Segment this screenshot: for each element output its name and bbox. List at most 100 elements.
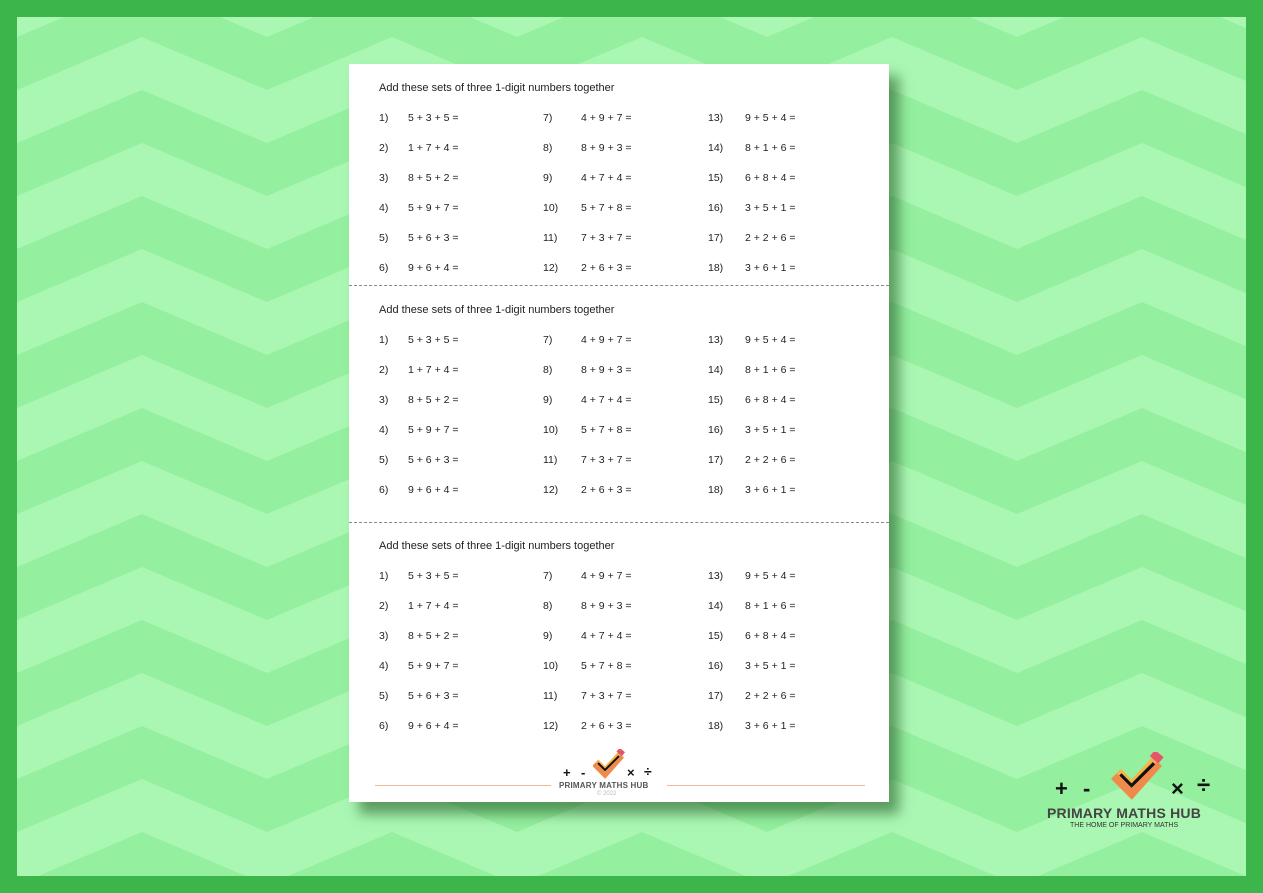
problem-expression: 6 + 8 + 4 = bbox=[745, 394, 796, 406]
problem-number: 6) bbox=[379, 484, 389, 496]
problem-expression: 6 + 8 + 4 = bbox=[745, 172, 796, 184]
problem-number: 7) bbox=[543, 112, 553, 124]
worksheet-page: + - × ÷ PRIMARY MATHS HUB © 2022 Add the… bbox=[349, 64, 889, 802]
problem-expression: 4 + 7 + 4 = bbox=[581, 394, 632, 406]
problem-expression: 1 + 7 + 4 = bbox=[408, 600, 459, 612]
problem-number: 2) bbox=[379, 600, 389, 612]
problem-expression: 1 + 7 + 4 = bbox=[408, 364, 459, 376]
problem-expression: 9 + 6 + 4 = bbox=[408, 484, 459, 496]
problem-number: 2) bbox=[379, 142, 389, 154]
multiply-icon: × bbox=[627, 765, 635, 780]
corner-tagline: THE HOME OF PRIMARY MATHS bbox=[1070, 822, 1179, 829]
problem-number: 1) bbox=[379, 334, 389, 346]
problem-number: 12) bbox=[543, 484, 559, 496]
corner-brand: PRIMARY MATHS HUB bbox=[1047, 805, 1202, 821]
problem-expression: 3 + 5 + 1 = bbox=[745, 424, 796, 436]
section-title: Add these sets of three 1-digit numbers … bbox=[379, 540, 615, 552]
cut-line bbox=[349, 522, 889, 523]
problem-number: 7) bbox=[543, 334, 553, 346]
problem-expression: 2 + 2 + 6 = bbox=[745, 232, 796, 244]
problem-number: 10) bbox=[543, 424, 559, 436]
problem-number: 15) bbox=[708, 172, 724, 184]
divide-icon: ÷ bbox=[644, 763, 652, 779]
problem-number: 13) bbox=[708, 334, 724, 346]
problem-number: 6) bbox=[379, 262, 389, 274]
problem-expression: 7 + 3 + 7 = bbox=[581, 232, 632, 244]
problem-expression: 8 + 1 + 6 = bbox=[745, 142, 796, 154]
footer-rule bbox=[667, 785, 865, 786]
problem-number: 5) bbox=[379, 454, 389, 466]
pencil-check-icon bbox=[593, 749, 625, 779]
problem-number: 14) bbox=[708, 364, 724, 376]
problem-number: 9) bbox=[543, 172, 553, 184]
problem-expression: 8 + 1 + 6 = bbox=[745, 600, 796, 612]
problem-number: 18) bbox=[708, 720, 724, 732]
problem-expression: 5 + 3 + 5 = bbox=[408, 570, 459, 582]
problem-expression: 3 + 6 + 1 = bbox=[745, 262, 796, 274]
problem-number: 16) bbox=[708, 660, 724, 672]
problem-number: 18) bbox=[708, 484, 724, 496]
problem-number: 17) bbox=[708, 232, 724, 244]
problem-expression: 1 + 7 + 4 = bbox=[408, 142, 459, 154]
footer-rule bbox=[375, 785, 551, 786]
problem-expression: 5 + 9 + 7 = bbox=[408, 202, 459, 214]
problem-number: 3) bbox=[379, 394, 389, 406]
problem-expression: 2 + 6 + 3 = bbox=[581, 484, 632, 496]
problem-expression: 7 + 3 + 7 = bbox=[581, 690, 632, 702]
problem-expression: 4 + 9 + 7 = bbox=[581, 334, 632, 346]
problem-number: 14) bbox=[708, 600, 724, 612]
problem-expression: 7 + 3 + 7 = bbox=[581, 454, 632, 466]
problem-expression: 2 + 6 + 3 = bbox=[581, 720, 632, 732]
problem-expression: 4 + 7 + 4 = bbox=[581, 630, 632, 642]
problem-expression: 9 + 5 + 4 = bbox=[745, 570, 796, 582]
problem-expression: 4 + 9 + 7 = bbox=[581, 570, 632, 582]
minus-icon: - bbox=[581, 765, 586, 780]
problem-number: 4) bbox=[379, 202, 389, 214]
problem-number: 8) bbox=[543, 364, 553, 376]
problem-expression: 3 + 5 + 1 = bbox=[745, 660, 796, 672]
footer-brand: PRIMARY MATHS HUB bbox=[559, 781, 649, 790]
problem-expression: 5 + 7 + 8 = bbox=[581, 424, 632, 436]
problem-expression: 9 + 6 + 4 = bbox=[408, 720, 459, 732]
plus-icon: + bbox=[1055, 776, 1068, 801]
problem-number: 8) bbox=[543, 142, 553, 154]
problem-number: 3) bbox=[379, 172, 389, 184]
problem-expression: 9 + 6 + 4 = bbox=[408, 262, 459, 274]
problem-number: 16) bbox=[708, 424, 724, 436]
problem-number: 14) bbox=[708, 142, 724, 154]
problem-number: 5) bbox=[379, 690, 389, 702]
problem-number: 11) bbox=[543, 232, 558, 244]
problem-expression: 8 + 1 + 6 = bbox=[745, 364, 796, 376]
plus-icon: + bbox=[563, 765, 571, 780]
problem-expression: 5 + 6 + 3 = bbox=[408, 454, 459, 466]
problem-expression: 8 + 9 + 3 = bbox=[581, 364, 632, 376]
problem-expression: 3 + 5 + 1 = bbox=[745, 202, 796, 214]
problem-expression: 8 + 5 + 2 = bbox=[408, 394, 459, 406]
problem-number: 11) bbox=[543, 454, 558, 466]
problem-number: 4) bbox=[379, 660, 389, 672]
problem-number: 7) bbox=[543, 570, 553, 582]
minus-icon: - bbox=[1083, 776, 1091, 801]
problem-number: 4) bbox=[379, 424, 389, 436]
problem-number: 5) bbox=[379, 232, 389, 244]
problem-expression: 5 + 6 + 3 = bbox=[408, 690, 459, 702]
problem-number: 1) bbox=[379, 112, 389, 124]
problem-number: 17) bbox=[708, 454, 724, 466]
problem-expression: 6 + 8 + 4 = bbox=[745, 630, 796, 642]
problem-number: 13) bbox=[708, 112, 724, 124]
problem-expression: 8 + 5 + 2 = bbox=[408, 172, 459, 184]
section-title: Add these sets of three 1-digit numbers … bbox=[379, 82, 615, 94]
cut-line bbox=[349, 285, 889, 286]
problem-expression: 2 + 2 + 6 = bbox=[745, 454, 796, 466]
problem-number: 8) bbox=[543, 600, 553, 612]
problem-number: 10) bbox=[543, 202, 559, 214]
problem-expression: 2 + 6 + 3 = bbox=[581, 262, 632, 274]
problem-expression: 4 + 7 + 4 = bbox=[581, 172, 632, 184]
problem-number: 12) bbox=[543, 720, 559, 732]
problem-expression: 5 + 9 + 7 = bbox=[408, 424, 459, 436]
problem-number: 17) bbox=[708, 690, 724, 702]
problem-number: 3) bbox=[379, 630, 389, 642]
problem-expression: 5 + 7 + 8 = bbox=[581, 660, 632, 672]
section-title: Add these sets of three 1-digit numbers … bbox=[379, 304, 615, 316]
multiply-icon: × bbox=[1171, 776, 1184, 801]
